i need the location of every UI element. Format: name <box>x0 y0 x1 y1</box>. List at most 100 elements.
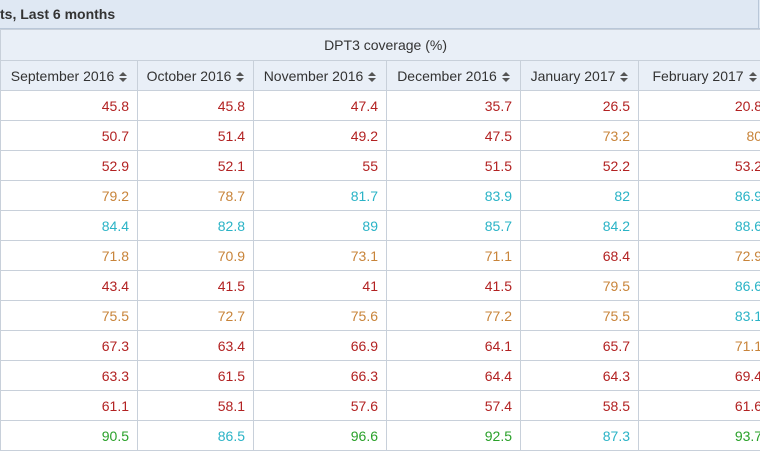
sort-icon[interactable] <box>368 71 377 82</box>
table-cell: 45.8 <box>137 90 254 121</box>
table-cell: 66.3 <box>253 360 387 391</box>
column-header-label: October 2016 <box>146 67 232 84</box>
title-bar: ts, Last 6 months <box>0 0 760 29</box>
table-cell: 61.6 <box>637 390 760 421</box>
table-cell: 86.9 <box>637 180 760 211</box>
sort-icon[interactable] <box>748 71 757 82</box>
table-cell: 73.2 <box>520 120 639 151</box>
table-cell: 52.1 <box>137 150 254 181</box>
table-cell: 41 <box>253 270 387 301</box>
table-cell: 93.7 <box>637 420 760 451</box>
table-row: 43.4 41.5 41 41.5 79.5 86.6 <box>0 270 760 301</box>
table-cell: 70.9 <box>137 240 254 271</box>
column-header-1[interactable]: October 2016 <box>137 60 254 91</box>
column-header-2[interactable]: November 2016 <box>253 60 387 91</box>
table-cell: 86.6 <box>637 270 760 301</box>
table-cell: 58.1 <box>137 390 254 421</box>
table-cell: 71.8 <box>0 240 138 271</box>
column-header-label: November 2016 <box>263 67 364 84</box>
table-cell: 82 <box>520 180 639 211</box>
table-cell: 41.5 <box>386 270 521 301</box>
table-cell: 20.8 <box>637 90 760 121</box>
table-cell: 51.4 <box>137 120 254 151</box>
table-row: 45.8 45.8 47.4 35.7 26.5 20.8 <box>0 90 760 121</box>
table-cell: 86.5 <box>137 420 254 451</box>
sort-icon[interactable] <box>236 71 245 82</box>
table-cell: 90.5 <box>0 420 138 451</box>
group-header-row: DPT3 coverage (%) <box>0 29 760 61</box>
table-cell: 35.7 <box>386 90 521 121</box>
table-cell: 78.7 <box>137 180 254 211</box>
column-header-5[interactable]: February 2017 <box>637 60 760 91</box>
table-row: 61.1 58.1 57.6 57.4 58.5 61.6 <box>0 390 760 421</box>
table-row: 71.8 70.9 73.1 71.1 68.4 72.9 <box>0 240 760 271</box>
table-cell: 68.4 <box>520 240 639 271</box>
table-cell: 57.4 <box>386 390 521 421</box>
table-cell: 52.2 <box>520 150 639 181</box>
table-cell: 64.4 <box>386 360 521 391</box>
table-cell: 83.1 <box>637 300 760 331</box>
column-header-0[interactable]: September 2016 <box>0 60 138 91</box>
table-cell: 96.6 <box>253 420 387 451</box>
sort-icon[interactable] <box>501 71 510 82</box>
table-cell: 51.5 <box>386 150 521 181</box>
table-cell: 64.1 <box>386 330 521 361</box>
table-cell: 75.5 <box>520 300 639 331</box>
table-cell: 63.4 <box>137 330 254 361</box>
coverage-table: DPT3 coverage (%) September 2016 October … <box>0 29 760 451</box>
table-row: 50.751.449.247.573.280 <box>0 120 760 151</box>
table-cell: 55 <box>253 150 387 181</box>
table-cell: 64.3 <box>520 360 639 391</box>
table-row: 52.9 52.1 55 51.5 52.2 53.2 <box>0 150 760 181</box>
sort-icon[interactable] <box>119 71 128 82</box>
table-cell: 67.3 <box>0 330 138 361</box>
table-cell: 85.7 <box>386 210 521 241</box>
table-cell: 72.7 <box>137 300 254 331</box>
table-cell: 81.7 <box>253 180 387 211</box>
table-cell: 75.6 <box>253 300 387 331</box>
table-cell: 47.5 <box>386 120 521 151</box>
table-cell: 84.2 <box>520 210 639 241</box>
sort-icon[interactable] <box>620 71 629 82</box>
table-cell: 72.9 <box>637 240 760 271</box>
title-divider <box>758 0 759 29</box>
column-header-label: September 2016 <box>10 67 115 84</box>
table-cell: 26.5 <box>520 90 639 121</box>
table-cell: 73.1 <box>253 240 387 271</box>
table-cell: 65.7 <box>520 330 639 361</box>
table-cell: 66.9 <box>253 330 387 361</box>
table-cell: 58.5 <box>520 390 639 421</box>
table-row: 90.5 86.5 96.6 92.5 87.3 93.7 <box>0 420 760 451</box>
table-row: 75.5 72.7 75.6 77.2 75.5 83.1 <box>0 300 760 331</box>
table-cell: 49.2 <box>253 120 387 151</box>
table-cell: 50.7 <box>0 120 138 151</box>
table-cell: 52.9 <box>0 150 138 181</box>
column-header-3[interactable]: December 2016 <box>386 60 521 91</box>
column-header-label: December 2016 <box>397 67 497 84</box>
table-cell: 57.6 <box>253 390 387 421</box>
column-header-label: February 2017 <box>652 67 744 84</box>
table-cell: 61.1 <box>0 390 138 421</box>
table-cell: 71.1 <box>386 240 521 271</box>
column-header-4[interactable]: January 2017 <box>520 60 639 91</box>
table-cell: 79.5 <box>520 270 639 301</box>
table-cell: 83.9 <box>386 180 521 211</box>
column-header-row: September 2016 October 2016 November 2016 D… <box>0 60 760 91</box>
table-row: 79.2 78.7 81.7 83.9 82 86.9 <box>0 180 760 211</box>
table-row: 67.3 63.4 66.9 64.1 65.7 71.1 <box>0 330 760 361</box>
table-cell: 71.1 <box>637 330 760 361</box>
table-cell: 43.4 <box>0 270 138 301</box>
table-cell: 82.8 <box>137 210 254 241</box>
table-cell: 88.6 <box>637 210 760 241</box>
table-cell: 89 <box>253 210 387 241</box>
table-cell: 69.4 <box>637 360 760 391</box>
group-header: DPT3 coverage (%) <box>0 29 760 61</box>
table-row: 84.4 82.8 89 85.7 84.2 88.6 <box>0 210 760 241</box>
table-cell: 87.3 <box>520 420 639 451</box>
table-cell: 79.2 <box>0 180 138 211</box>
table-cell: 47.4 <box>253 90 387 121</box>
table-row: 63.3 61.5 66.3 64.4 64.3 69.4 <box>0 360 760 391</box>
table-cell: 63.3 <box>0 360 138 391</box>
table-cell: 80 <box>637 120 760 151</box>
table-cell: 84.4 <box>0 210 138 241</box>
